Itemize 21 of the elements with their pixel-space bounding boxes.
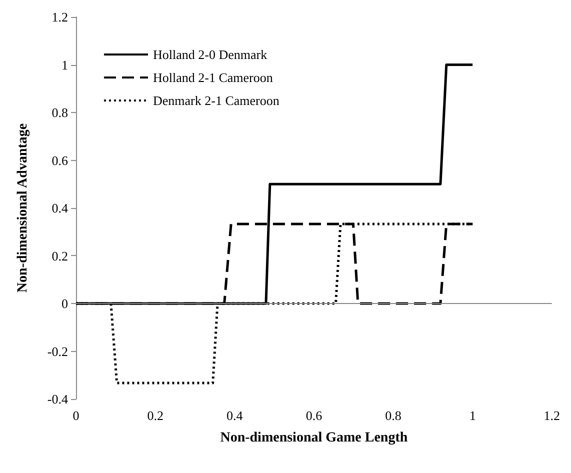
legend-label: Holland 2-1 Cameroon [153, 70, 274, 85]
y-tick-label: -0.4 [47, 392, 68, 406]
x-tick-label: 1 [469, 408, 476, 423]
y-tick-label: 1 [62, 57, 68, 72]
legend-label: Denmark 2-1 Cameroon [153, 93, 280, 108]
x-tick-label: 0.8 [385, 408, 402, 423]
y-tick-label: -0.2 [47, 344, 68, 359]
x-tick-label: 0.4 [226, 408, 244, 423]
y-tick-label: 0.8 [52, 105, 68, 120]
y-tick-label: 0 [62, 296, 68, 311]
x-axis-title: Non-dimensional Game Length [220, 430, 408, 446]
x-tick-label: 0 [72, 408, 80, 423]
y-tick-label: 0.6 [52, 152, 68, 168]
x-tick-label: 1.2 [544, 408, 560, 423]
y-tick-label: 0.2 [52, 248, 68, 264]
y-tick-label: 0.4 [52, 200, 68, 216]
x-tick-label: 0.6 [306, 408, 323, 423]
y-axis-title: Non-dimensional Advantage [16, 123, 30, 293]
x-tick-label: 0.2 [147, 408, 164, 423]
y-tick-label: 1.2 [52, 10, 68, 24]
legend-label: Holland 2-0 Denmark [153, 47, 268, 62]
